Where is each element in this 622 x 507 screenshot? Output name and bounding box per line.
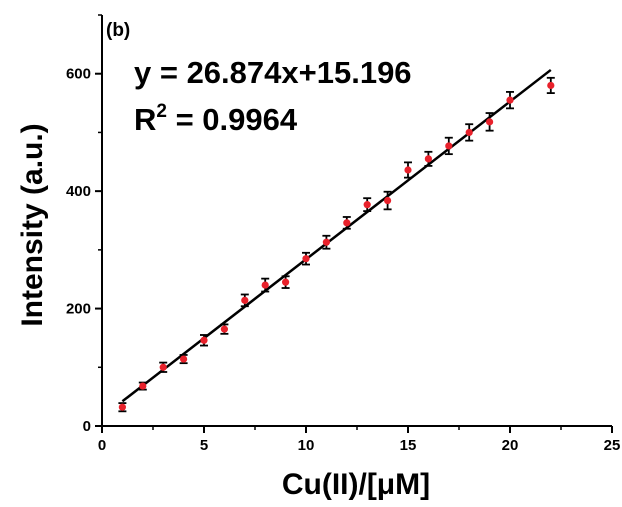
data-point [485, 112, 494, 132]
x-axis-title: Cu(II)/[μM] [282, 468, 430, 501]
y-tick-label: 200 [66, 301, 91, 318]
x-tick-label: 0 [98, 437, 106, 454]
r-squared-superscript: 2 [156, 101, 167, 122]
y-axis-title: Intensity (a.u.) [16, 123, 49, 326]
data-point [342, 216, 351, 230]
r-squared-prefix: R [134, 102, 156, 137]
point-marker [404, 166, 412, 174]
point-marker [486, 118, 494, 126]
y-tick-label: 600 [66, 66, 91, 83]
point-marker [547, 81, 555, 90]
point-marker [343, 219, 351, 227]
r-squared-annotation: R2 = 0.9964 [134, 101, 298, 137]
point-marker [139, 382, 147, 390]
point-marker [424, 155, 432, 163]
data-point [138, 381, 147, 391]
fit-line [121, 68, 552, 403]
point-marker [180, 355, 188, 363]
data-point [261, 277, 270, 293]
point-marker [220, 325, 228, 333]
point-marker [118, 403, 126, 411]
x-tick-label: 5 [200, 437, 208, 454]
point-marker [322, 238, 330, 246]
data-point [281, 275, 290, 289]
data-point [240, 293, 249, 308]
point-marker [282, 278, 290, 286]
point-marker [200, 336, 208, 344]
r-squared-value: = 0.9964 [167, 102, 298, 137]
data-point [424, 150, 433, 167]
fit-line-layer [121, 68, 552, 403]
data-point [118, 402, 127, 413]
axes: 0 5 10 15 20 25 0 200 400 600 [66, 14, 621, 454]
point-marker [445, 142, 453, 150]
x-tick-label: 20 [502, 437, 519, 454]
y-tick-label: 0 [83, 418, 91, 435]
data-point [444, 136, 453, 156]
data-points-layer [118, 76, 555, 413]
equation-annotation: y = 26.874x+15.196 [134, 55, 412, 90]
point-marker [302, 255, 310, 263]
data-point [404, 161, 412, 179]
point-marker [465, 128, 473, 137]
x-tick-label: 10 [298, 437, 315, 454]
point-marker [506, 96, 514, 104]
data-point [383, 190, 392, 211]
data-point [220, 323, 229, 335]
data-point [179, 354, 188, 365]
data-point [546, 76, 555, 94]
point-marker [384, 196, 392, 205]
data-point [506, 91, 514, 110]
panel-label: (b) [106, 20, 130, 41]
y-tick-label: 400 [66, 183, 91, 200]
x-tick-label: 25 [604, 437, 621, 454]
point-marker [159, 363, 167, 371]
x-tick-label: 15 [400, 437, 417, 454]
data-point [363, 197, 372, 213]
point-marker [241, 296, 249, 304]
data-point [322, 234, 331, 250]
point-marker [261, 281, 269, 289]
data-point [465, 123, 474, 142]
data-point [302, 251, 310, 266]
point-marker [363, 201, 371, 209]
data-point [200, 334, 208, 347]
labels-layer: (b) y = 26.874x+15.196 R2 = 0.9964 Cu(II… [16, 20, 430, 501]
data-point [159, 361, 168, 373]
